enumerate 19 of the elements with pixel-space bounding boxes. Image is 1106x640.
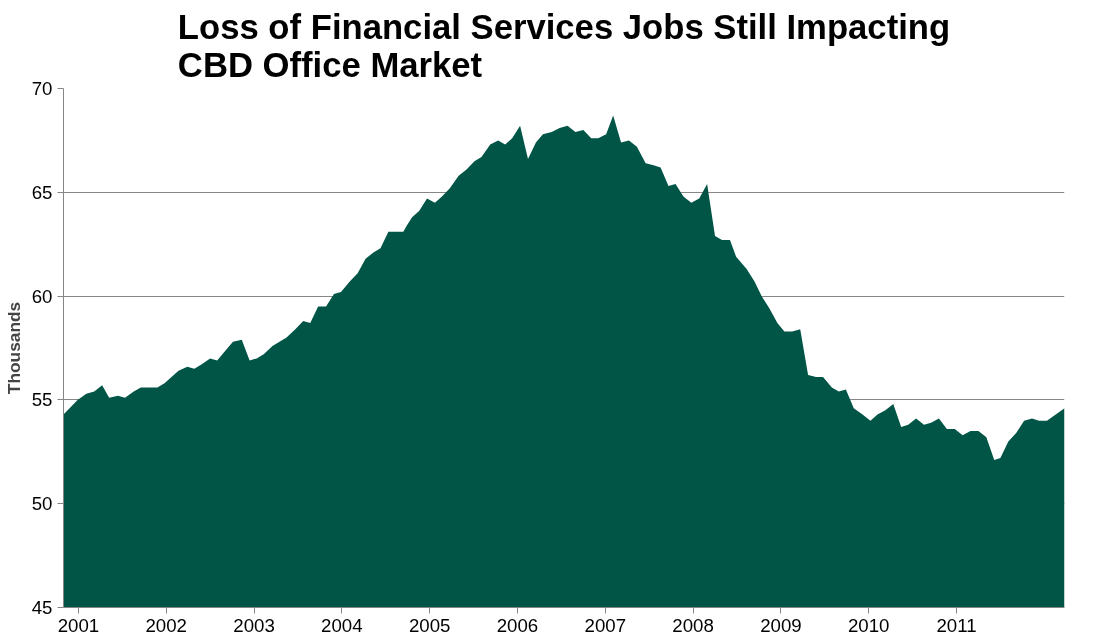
y-tick-label: 70 [31, 78, 53, 99]
y-tick-label: 60 [31, 285, 53, 307]
x-tick-label: 2010 [847, 614, 890, 636]
chart-title: Loss of Financial Services Jobs Still Impacting CBD Office Market [177, 7, 951, 84]
x-tick-label: 2011 [936, 614, 977, 636]
x-tick-label: 2003 [233, 614, 275, 636]
x-tick-label: 2001 [57, 614, 100, 636]
x-tick-label: 2008 [672, 614, 714, 636]
y-tick-label: 50 [31, 493, 53, 515]
y-tick-label: 65 [31, 181, 53, 203]
y-tick-label: 45 [31, 597, 53, 618]
x-tick-label: 2007 [584, 614, 627, 636]
y-axis-title: Thousands [3, 301, 24, 395]
x-tick-label: 2004 [321, 614, 363, 636]
x-tick-label: 2005 [408, 614, 451, 636]
x-tick-label: 2002 [145, 614, 187, 636]
y-tick-label: 55 [31, 389, 53, 411]
x-tick-label: 2006 [496, 614, 539, 636]
x-tick-label: 2009 [760, 614, 802, 636]
